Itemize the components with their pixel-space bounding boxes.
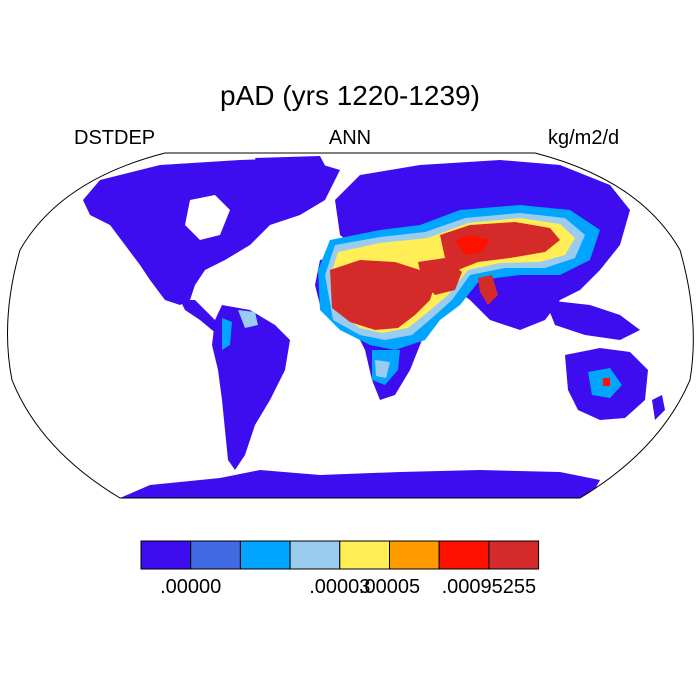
sa-patagonia-dust <box>238 310 258 328</box>
dust-high-asia <box>440 222 560 270</box>
units-label: kg/m2/d <box>548 127 620 149</box>
land-antarctica <box>120 470 600 498</box>
dust-namib <box>375 360 390 378</box>
colorbar-tick-label: .00000 <box>160 576 222 598</box>
colorbar-box-5 <box>339 540 390 570</box>
land-greenland <box>255 156 330 198</box>
map-content <box>83 156 665 498</box>
dust-high-arabia <box>418 258 462 295</box>
colorbar-box-4 <box>289 540 341 570</box>
colorbar-box-3 <box>239 540 291 570</box>
land-indonesia <box>545 300 640 340</box>
dust-thar <box>478 275 498 305</box>
colorbar-tick-label: .00005 <box>358 576 421 598</box>
colorbar-box-7 <box>438 540 490 570</box>
season-label: ANN <box>328 127 372 149</box>
land-new-zealand <box>652 395 665 420</box>
dust-high-sahara <box>330 260 435 330</box>
variable-label: DSTDEP <box>74 127 156 149</box>
land-central-america <box>180 300 225 335</box>
hudson-bay <box>185 195 230 240</box>
colorbar-box-8 <box>488 540 540 570</box>
map-title: pAD (yrs 1220-1239) <box>220 80 480 111</box>
colorbar-box-1 <box>140 540 192 570</box>
dust-australia-core <box>603 378 610 386</box>
colorbar-box-2 <box>190 540 241 570</box>
sa-west-coast-dust <box>222 318 232 350</box>
colorbar-box-6 <box>389 540 440 570</box>
dust-red-core <box>455 235 490 255</box>
land-south-america <box>212 305 290 470</box>
colorbar-tick-label: .00003 <box>309 576 371 598</box>
map-boundary <box>7 152 694 499</box>
colorbar-tick-label: .00095255 <box>441 576 537 598</box>
